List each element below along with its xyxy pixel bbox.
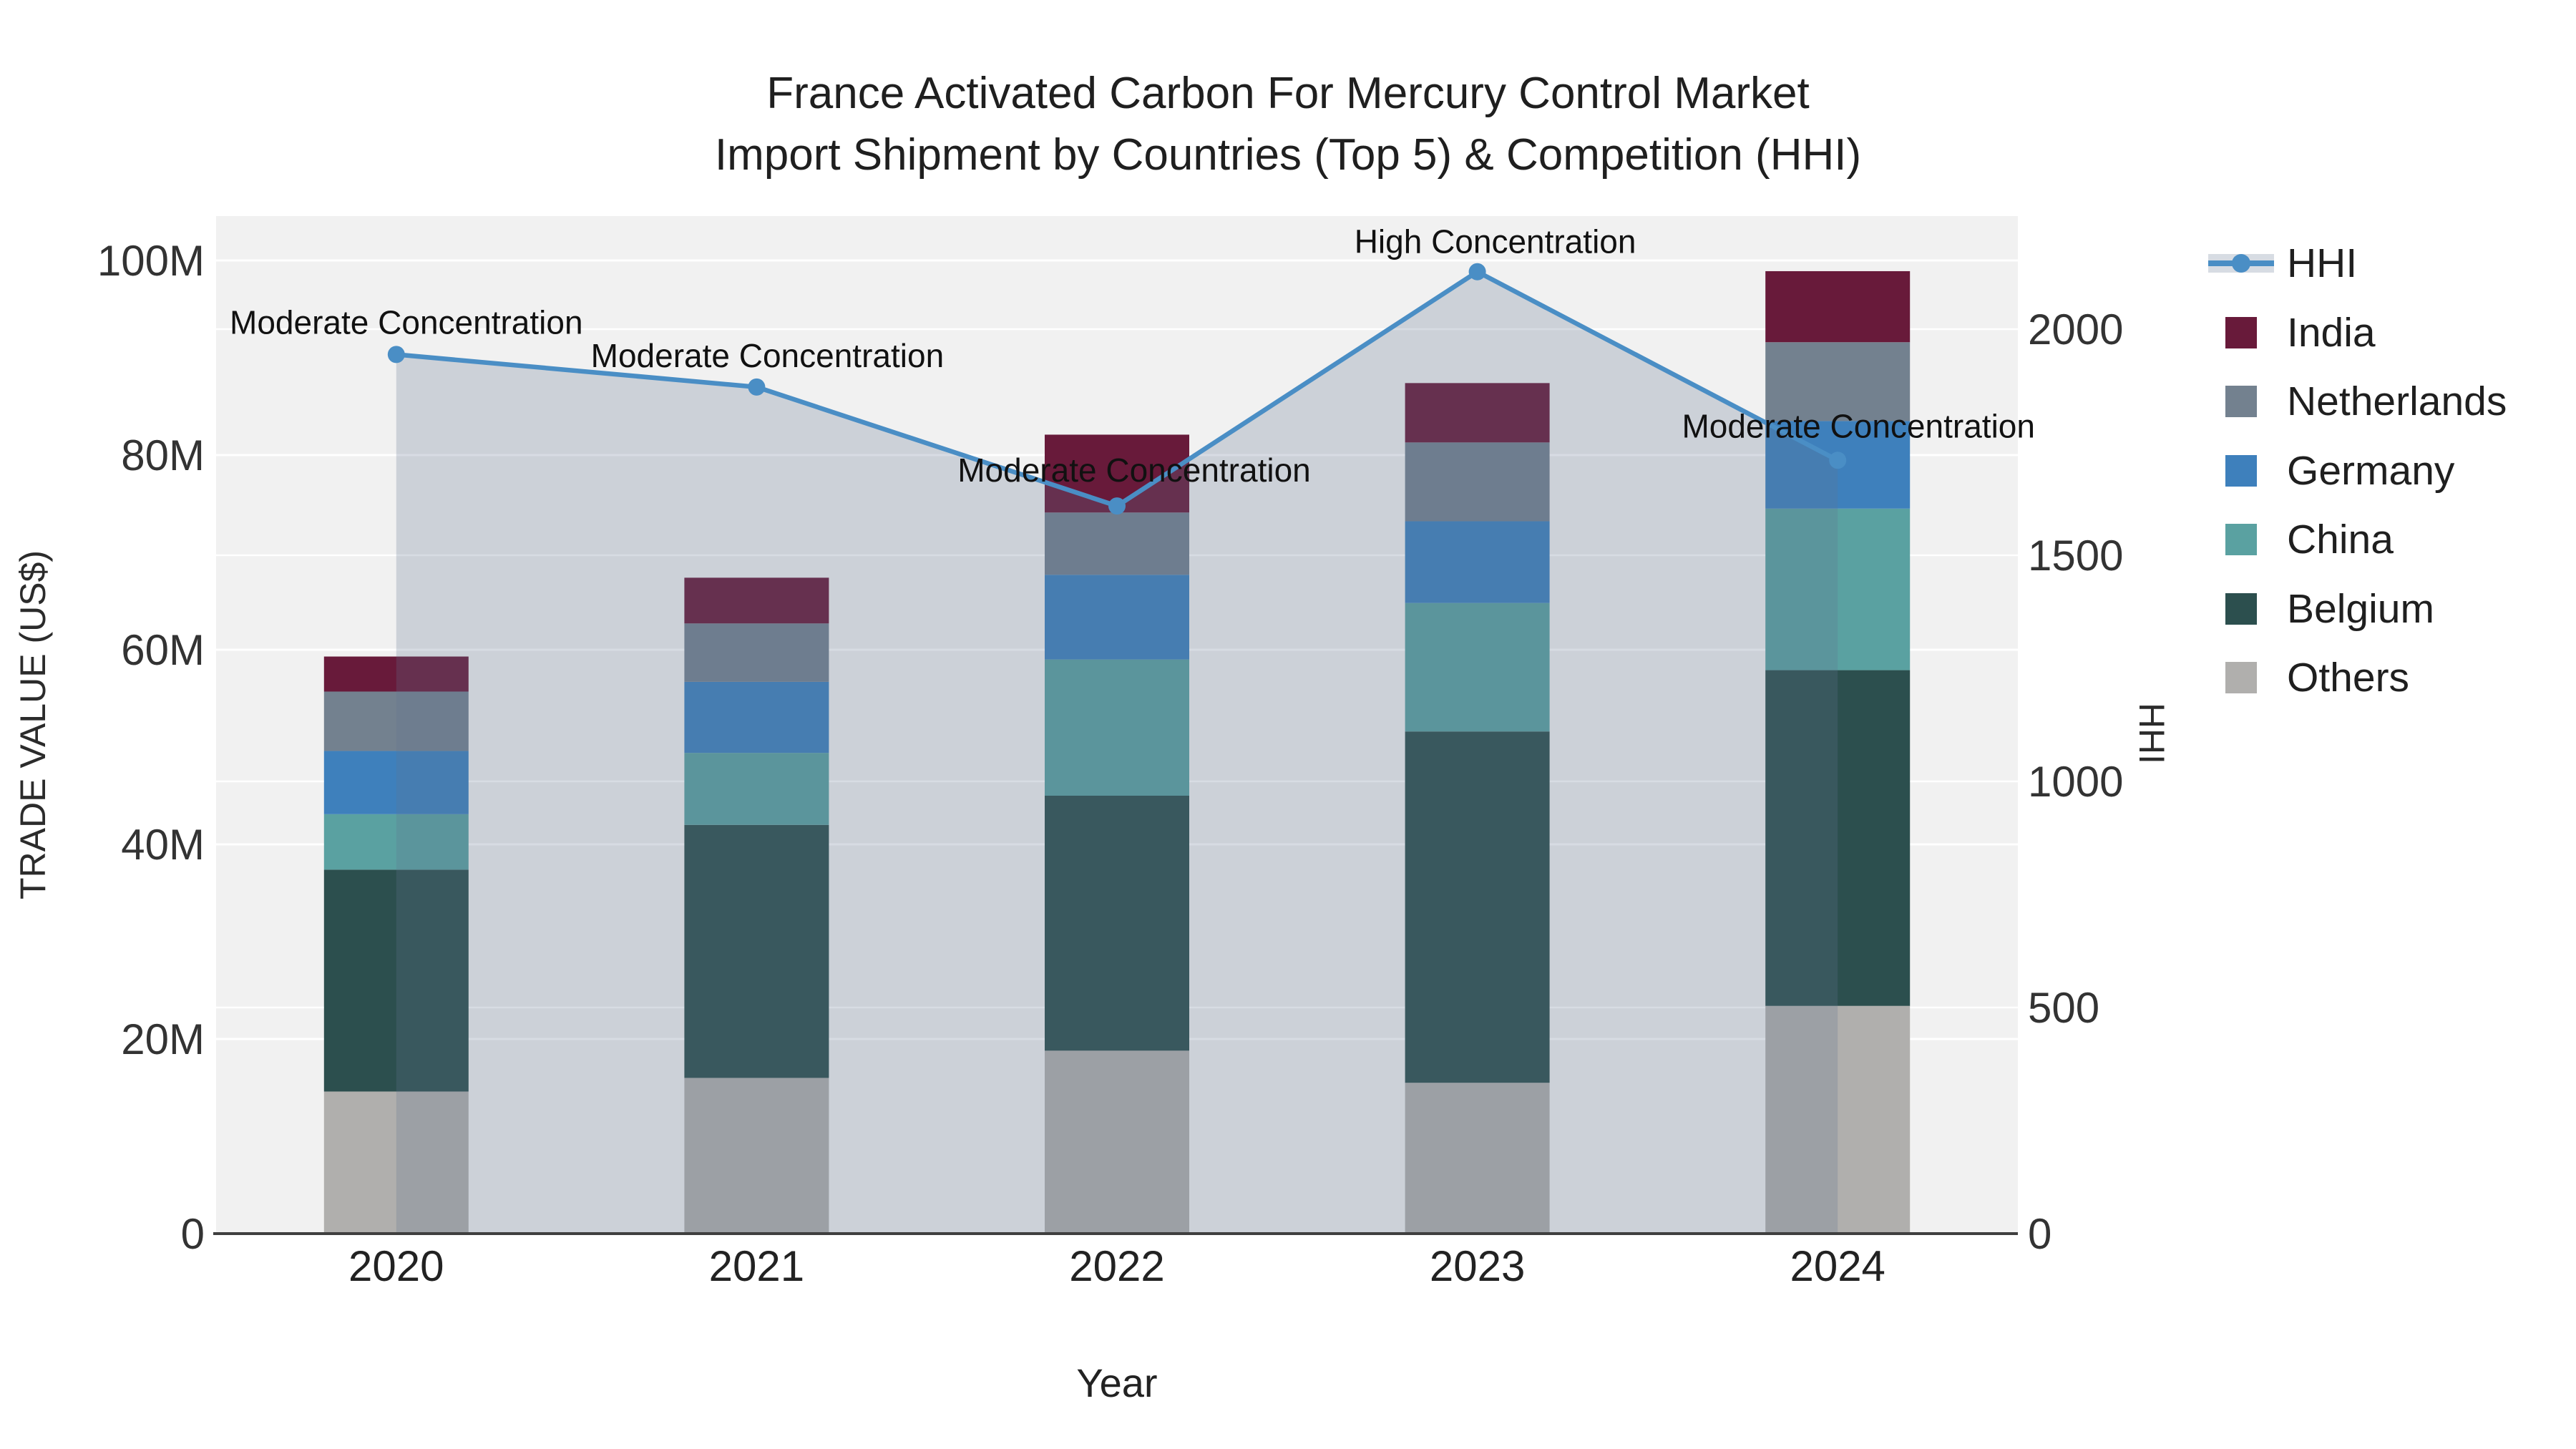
swatch-germany [2225,455,2257,487]
legend-label-china: China [2287,517,2394,562]
hhi-marker-2020[interactable] [387,346,405,364]
bar-segment-germany-2023 [1405,521,1550,603]
bar-segment-belgium-2021 [684,824,829,1078]
bar-segment-netherlands-2024 [1765,342,1911,421]
legend-item-netherlands[interactable]: Netherlands [2208,367,2507,436]
swatch-belgium [2225,593,2257,625]
bar-segment-belgium-2023 [1405,731,1550,1083]
x-axis-title: Year [1076,1360,1158,1405]
legend-item-china[interactable]: China [2208,505,2394,574]
color-swatch-china [2208,522,2274,557]
bar-segment-netherlands-2023 [1405,442,1550,522]
color-swatch-germany [2208,454,2274,488]
y-right-tick-0: 0 [2028,1210,2051,1258]
color-swatch-belgium [2208,592,2274,626]
bar-segment-others-2024 [1765,1005,1911,1234]
swatch-netherlands [2225,386,2257,417]
annotation-2022: Moderate Concentration [957,452,1311,489]
annotation-2020: Moderate Concentration [230,303,583,341]
hhi-marker-2021[interactable] [748,378,766,396]
x-tick-2024: 2024 [1790,1242,1885,1290]
legend-label-others: Others [2287,655,2410,701]
bar-segment-others-2021 [684,1078,829,1234]
legend-item-others[interactable]: Others [2208,643,2409,712]
bar-segment-germany-2020 [323,751,469,814]
color-swatch-netherlands [2208,384,2274,419]
bar-segment-india-2020 [323,656,469,692]
bar-segment-china-2024 [1765,508,1911,670]
swatch-india [2225,317,2257,348]
color-swatch-others [2208,660,2274,695]
y-left-tick-60M: 60M [121,626,205,674]
bar-segment-others-2022 [1045,1050,1189,1234]
bar-segment-netherlands-2020 [323,691,469,751]
chart-title-line2: Import Shipment by Countries (Top 5) & C… [714,130,1862,180]
legend-label-netherlands: Netherlands [2287,379,2507,424]
bar-segment-china-2022 [1045,659,1189,796]
legend-label-belgium: Belgium [2287,586,2434,632]
bar-segment-germany-2021 [684,681,829,753]
legend-label-india: India [2287,310,2376,356]
y-right-tick-2000: 2000 [2028,306,2123,353]
annotation-2023: High Concentration [1355,223,1636,260]
y-left-tick-40M: 40M [121,821,205,869]
bar-segment-others-2023 [1405,1083,1550,1234]
bar-segment-china-2020 [323,814,469,870]
chart-title-line1: France Activated Carbon For Mercury Cont… [766,69,1810,118]
color-swatch-india [2208,316,2274,350]
hhi-line-symbol [2208,246,2274,280]
y-left-tick-0: 0 [181,1210,205,1258]
legend-item-germany[interactable]: Germany [2208,436,2454,505]
bar-segment-belgium-2022 [1045,796,1189,1051]
y-axis-title-left: TRADE VALUE (US$) [13,550,53,900]
y-right-tick-1000: 1000 [2028,758,2123,806]
swatch-china [2225,524,2257,555]
y-left-tick-100M: 100M [97,237,205,285]
bar-segment-netherlands-2021 [684,623,829,682]
hhi-marker-swatch [2232,254,2250,273]
hhi-area-fill [396,271,1838,1234]
bar-segment-india-2024 [1765,270,1911,343]
swatch-others [2225,662,2257,693]
y-left-tick-20M: 20M [121,1015,205,1063]
y-right-tick-1500: 1500 [2028,532,2123,580]
hhi-marker-2022[interactable] [1108,497,1126,515]
bar-segment-china-2021 [684,753,829,825]
bar-segment-india-2021 [684,577,829,624]
x-tick-2022: 2022 [1069,1242,1164,1290]
legend-item-belgium[interactable]: Belgium [2208,575,2434,643]
bar-segment-belgium-2024 [1765,670,1911,1006]
annotation-2021: Moderate Concentration [591,337,945,374]
chart-title: France Activated Carbon For Mercury Cont… [0,63,2576,186]
annotation-2024: Moderate Concentration [1682,407,2035,444]
y-axis-title-right: HHI [2132,702,2172,765]
legend-label-germany: Germany [2287,448,2455,494]
bar-segment-germany-2022 [1045,575,1189,660]
x-tick-2021: 2021 [709,1242,804,1290]
bar-segment-others-2020 [323,1091,469,1234]
bar-segment-netherlands-2022 [1045,512,1189,575]
x-tick-2023: 2023 [1430,1242,1525,1290]
y-left-tick-80M: 80M [121,431,205,479]
hhi-marker-2023[interactable] [1468,263,1486,280]
legend-label-hhi: HHI [2287,240,2358,286]
hhi-marker-2024[interactable] [1829,452,1847,469]
bar-segment-india-2023 [1405,383,1550,443]
legend-item-india[interactable]: India [2208,298,2376,367]
y-right-tick-500: 500 [2028,984,2099,1032]
x-tick-2020: 2020 [348,1242,444,1290]
bar-segment-china-2023 [1405,602,1550,732]
bar-segment-belgium-2020 [323,869,469,1092]
legend-item-hhi[interactable]: HHI [2208,229,2357,298]
